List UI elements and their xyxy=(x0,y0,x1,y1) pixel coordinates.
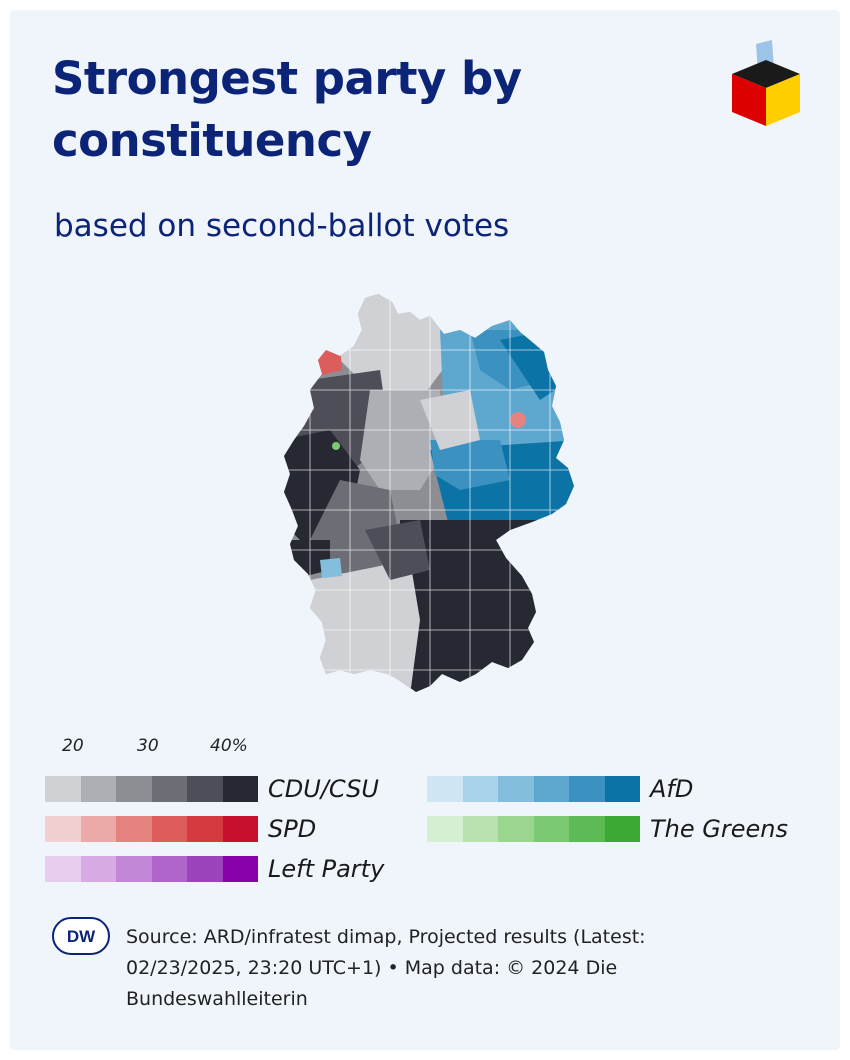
legend-swatch xyxy=(187,776,223,802)
legend-row-left-party: Left Party xyxy=(45,855,384,883)
legend-swatch xyxy=(222,776,258,802)
legend-swatch xyxy=(116,816,152,842)
source-line: Bundeswahlleiterin xyxy=(126,988,308,1010)
legend-swatch xyxy=(533,816,569,842)
legend-swatch xyxy=(45,776,81,802)
legend-tick: 40% xyxy=(210,736,248,756)
legend-swatch xyxy=(116,776,152,802)
legend-swatch xyxy=(462,776,498,802)
legend-swatch xyxy=(151,856,187,882)
legend-swatch xyxy=(80,776,116,802)
germany-constituency-map xyxy=(270,290,580,695)
legend-swatch xyxy=(151,816,187,842)
legend-swatch xyxy=(45,816,81,842)
legend-row-afd: AfD xyxy=(427,775,693,803)
legend-tick: 20 xyxy=(62,736,84,756)
legend-swatch xyxy=(222,856,258,882)
legend-label-spd: SPD xyxy=(268,815,317,843)
legend-swatch xyxy=(569,816,605,842)
legend-swatches xyxy=(45,856,258,882)
source-note: Source: ARD/infratest dimap, Projected r… xyxy=(126,922,726,1015)
legend-label-left-party: Left Party xyxy=(268,855,385,883)
legend-row-spd: SPD xyxy=(45,815,316,843)
legend-swatch xyxy=(80,816,116,842)
legend-swatch xyxy=(151,776,187,802)
source-line: 02/23/2025, 23:20 UTC+1) • Map data: © 2… xyxy=(126,957,618,979)
legend-swatch xyxy=(569,776,605,802)
legend-label-afd: AfD xyxy=(650,775,694,803)
page-subtitle: based on second-ballot votes xyxy=(54,208,510,244)
legend-label-cdu-csu: CDU/CSU xyxy=(268,775,379,803)
legend-row-greens: The Greens xyxy=(427,815,788,843)
ballot-box-icon xyxy=(728,40,804,130)
legend-swatches xyxy=(427,816,640,842)
source-line: Source: ARD/infratest dimap, Projected r… xyxy=(126,926,646,948)
dw-logo: DW xyxy=(52,917,110,955)
legend-swatch xyxy=(187,856,223,882)
legend-swatch xyxy=(604,776,640,802)
legend-swatch xyxy=(604,816,640,842)
legend-swatch xyxy=(222,816,258,842)
page-title: Strongest party by constituency xyxy=(52,52,522,167)
legend-swatch xyxy=(462,816,498,842)
legend-swatches xyxy=(45,816,258,842)
legend-swatch xyxy=(498,776,534,802)
legend-label-greens: The Greens xyxy=(650,815,788,843)
legend-swatch xyxy=(45,856,81,882)
dw-logo-text: DW xyxy=(67,927,96,946)
legend-swatch xyxy=(427,816,463,842)
legend-swatch xyxy=(187,816,223,842)
legend-swatches xyxy=(427,776,640,802)
legend-swatch xyxy=(533,776,569,802)
legend-swatches xyxy=(45,776,258,802)
legend-swatch xyxy=(80,856,116,882)
legend-swatch xyxy=(427,776,463,802)
legend-swatch xyxy=(498,816,534,842)
legend-tick: 30 xyxy=(137,736,159,756)
legend-row-cdu-csu: CDU/CSU xyxy=(45,775,379,803)
legend-swatch xyxy=(116,856,152,882)
